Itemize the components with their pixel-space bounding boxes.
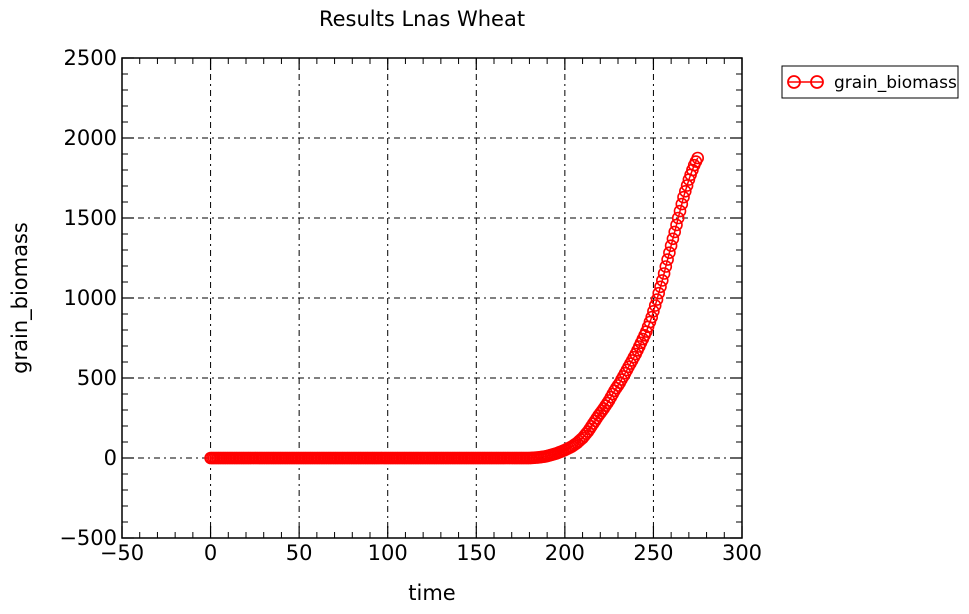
data-point bbox=[675, 197, 689, 211]
data-point bbox=[655, 274, 669, 287]
y-tick-label: 500 bbox=[77, 366, 117, 390]
x-tick-label: 200 bbox=[545, 541, 585, 565]
data-point bbox=[671, 211, 685, 225]
data-point bbox=[677, 190, 690, 204]
x-axis-label: time bbox=[408, 581, 455, 605]
y-axis-label: grain_biomass bbox=[8, 222, 33, 374]
legend-series-marker bbox=[787, 75, 801, 89]
grid-lines bbox=[122, 58, 742, 538]
y-tick-label: 1500 bbox=[64, 206, 117, 230]
data-point bbox=[657, 267, 671, 280]
x-tick-label: 100 bbox=[368, 541, 408, 565]
y-tick-label: 2000 bbox=[64, 126, 117, 150]
data-point bbox=[654, 280, 667, 294]
legend-series-marker bbox=[810, 75, 824, 89]
tick-labels: −50 0 50 100 150 200 250 300−500050010001500200… bbox=[59, 46, 762, 565]
data-point bbox=[668, 225, 682, 239]
data-point bbox=[678, 185, 692, 198]
data-point bbox=[652, 286, 666, 300]
x-tick-label: −50 bbox=[100, 541, 144, 565]
series-line bbox=[210, 157, 699, 459]
plot-area bbox=[121, 57, 743, 539]
x-tick-label: 150 bbox=[456, 541, 496, 565]
x-tick-label: 300 bbox=[722, 541, 762, 565]
y-tick-label: 1000 bbox=[64, 286, 117, 310]
x-tick-label: 250 bbox=[633, 541, 673, 565]
data-point bbox=[691, 151, 705, 165]
data-point bbox=[647, 304, 660, 318]
data-point bbox=[666, 232, 680, 246]
data-point bbox=[648, 299, 662, 312]
data-point bbox=[645, 310, 659, 324]
series-layer bbox=[204, 151, 705, 465]
data-point bbox=[650, 293, 664, 306]
legend: grain_biomass bbox=[781, 65, 959, 99]
data-point bbox=[670, 218, 683, 232]
x-tick-label: 0 bbox=[204, 541, 217, 565]
data-point bbox=[663, 246, 676, 259]
y-tick-label: −500 bbox=[59, 526, 117, 550]
legend-series-label: grain_biomass bbox=[834, 73, 957, 93]
data-point bbox=[673, 204, 687, 218]
x-tick-label: 50 bbox=[286, 541, 313, 565]
y-tick-label: 0 bbox=[104, 446, 117, 470]
data-point bbox=[664, 239, 678, 252]
data-point bbox=[661, 253, 674, 266]
data-point bbox=[659, 260, 673, 273]
chart-title: Results Lnas Wheat bbox=[319, 7, 525, 31]
y-tick-label: 2500 bbox=[64, 46, 117, 70]
